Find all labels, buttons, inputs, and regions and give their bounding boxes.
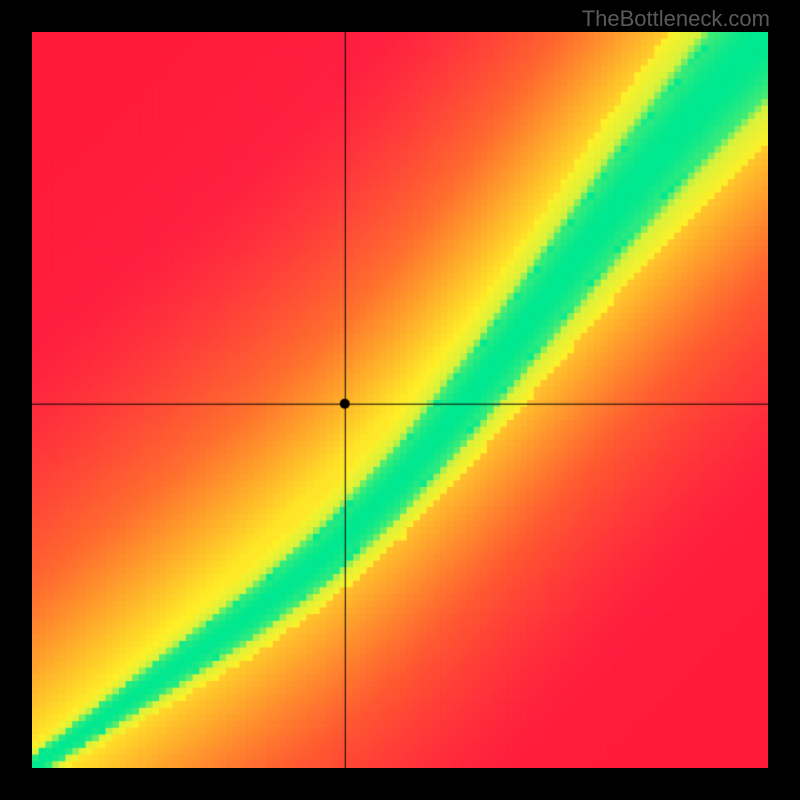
heatmap-canvas [32, 32, 768, 768]
heatmap-plot [32, 32, 768, 768]
chart-container: TheBottleneck.com [0, 0, 800, 800]
watermark-text: TheBottleneck.com [582, 6, 770, 32]
